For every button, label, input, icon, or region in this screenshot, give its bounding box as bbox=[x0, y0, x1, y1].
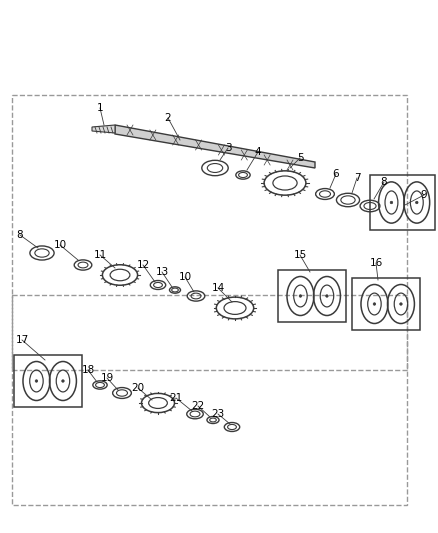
Text: 11: 11 bbox=[93, 250, 106, 260]
Text: 13: 13 bbox=[155, 267, 169, 277]
Text: 6: 6 bbox=[333, 169, 339, 179]
Ellipse shape bbox=[326, 295, 328, 297]
Text: 2: 2 bbox=[165, 113, 171, 123]
Text: 7: 7 bbox=[354, 173, 360, 183]
Text: 10: 10 bbox=[178, 272, 191, 282]
Text: 23: 23 bbox=[212, 409, 225, 419]
Bar bbox=[370, 175, 435, 230]
Ellipse shape bbox=[400, 303, 402, 305]
Polygon shape bbox=[92, 125, 115, 133]
Text: 12: 12 bbox=[136, 260, 150, 270]
Text: 4: 4 bbox=[254, 147, 261, 157]
Ellipse shape bbox=[299, 295, 302, 297]
Text: 15: 15 bbox=[293, 250, 307, 260]
Ellipse shape bbox=[62, 379, 64, 382]
Text: 5: 5 bbox=[297, 153, 303, 163]
Text: 18: 18 bbox=[81, 365, 95, 375]
Text: 14: 14 bbox=[212, 283, 225, 293]
Text: 16: 16 bbox=[369, 258, 383, 268]
Text: 3: 3 bbox=[225, 143, 231, 153]
Text: 22: 22 bbox=[191, 401, 205, 411]
Ellipse shape bbox=[416, 201, 418, 204]
Bar bbox=[352, 278, 420, 330]
Text: 19: 19 bbox=[100, 373, 113, 383]
Ellipse shape bbox=[373, 303, 376, 305]
Text: 10: 10 bbox=[53, 240, 67, 250]
Ellipse shape bbox=[35, 379, 38, 382]
Text: 1: 1 bbox=[97, 103, 103, 113]
Polygon shape bbox=[115, 125, 315, 168]
Bar bbox=[12, 295, 407, 505]
Ellipse shape bbox=[390, 201, 393, 204]
Text: 21: 21 bbox=[170, 393, 183, 403]
Text: 8: 8 bbox=[381, 177, 387, 187]
Text: 17: 17 bbox=[15, 335, 28, 345]
Bar bbox=[12, 95, 407, 370]
Text: 20: 20 bbox=[131, 383, 145, 393]
Text: 8: 8 bbox=[17, 230, 23, 240]
Text: 9: 9 bbox=[420, 190, 427, 200]
Bar bbox=[278, 270, 346, 322]
Bar bbox=[14, 355, 82, 407]
